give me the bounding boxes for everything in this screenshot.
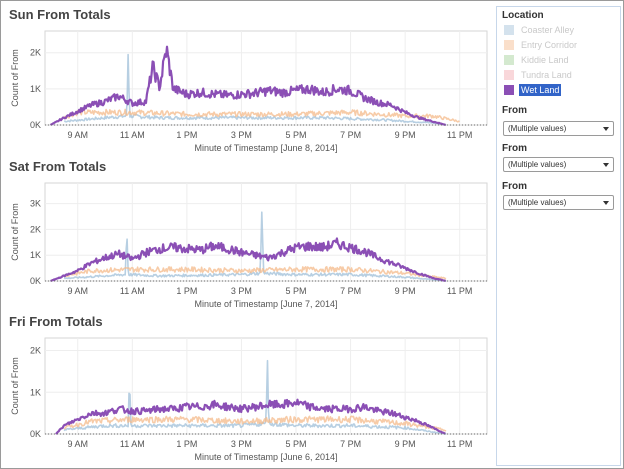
x-tick-label: 11 PM (447, 286, 472, 296)
y-axis-title: Count of From (10, 203, 20, 261)
y-axis-title: Count of From (10, 357, 20, 415)
chart-title: Sat From Totals (9, 159, 107, 174)
plot-area (44, 182, 488, 282)
x-axis-title: Minute of Timestamp [June 6, 2014] (194, 452, 337, 462)
y-tick-label: 2K (30, 346, 41, 356)
from-filter-dropdown-2[interactable]: (Multiple values) (503, 157, 614, 172)
legend-label: Wet Land (519, 84, 562, 96)
x-tick-label: 5 PM (286, 439, 307, 449)
y-axis-title: Count of From (10, 49, 20, 107)
legend-panel: Location Coaster Alley Entry Corridor Ki… (496, 6, 621, 466)
series-line-coaster-alley (63, 211, 447, 282)
sat-line-chart[interactable]: 0K 1K 2K 3K 9 AM 11 AM 1 PM 3 PM 5 PM 7 PM 9 PM 11 … (7, 179, 491, 313)
legend-swatch (504, 55, 514, 65)
y-tick-label: 0K (30, 429, 41, 439)
legend-label: Kiddie Land (521, 55, 569, 65)
chevron-down-icon (603, 127, 609, 131)
x-tick-label: 3 PM (231, 130, 252, 140)
legend-item-entry-corridor[interactable]: Entry Corridor (502, 39, 612, 52)
x-tick-label: 11 PM (447, 439, 472, 449)
from-filter-dropdown-3[interactable]: (Multiple values) (503, 195, 614, 210)
x-tick-label: 9 PM (395, 130, 416, 140)
x-tick-label: 1 PM (176, 130, 197, 140)
y-tick-label: 1K (30, 250, 41, 260)
series-line-wet-land (50, 237, 447, 283)
filter-value: (Multiple values) (508, 160, 567, 169)
y-tick-label: 1K (30, 84, 41, 94)
legend-label: Entry Corridor (521, 40, 578, 50)
x-tick-label: 3 PM (231, 286, 252, 296)
x-tick-label: 3 PM (231, 439, 252, 449)
x-tick-label: 9 AM (67, 439, 88, 449)
series-line-coaster-alley (63, 359, 447, 435)
y-tick-label: 0K (30, 276, 41, 286)
x-tick-label: 7 PM (340, 130, 361, 140)
plot-area (44, 30, 488, 126)
x-tick-label: 11 AM (120, 286, 145, 296)
legend-title: Location (502, 10, 544, 21)
sun-chart-panel: Sun From Totals 0K 1K 2K 9 AM 11 AM 1 PM 3 PM 5… (7, 7, 491, 157)
chevron-down-icon (603, 201, 609, 205)
filter-title: From (502, 105, 527, 116)
sun-line-chart[interactable]: 0K 1K 2K 9 AM 11 AM 1 PM 3 PM 5 PM 7 PM 9 PM 11 PM… (7, 27, 491, 157)
x-tick-label: 1 PM (176, 286, 197, 296)
filter-title: From (502, 181, 527, 192)
x-axis-title: Minute of Timestamp [June 7, 2014] (194, 299, 337, 309)
chart-title: Sun From Totals (9, 7, 111, 22)
sat-chart-panel: Sat From Totals 0K 1K 2K 3K 9 AM 11 AM 1 PM 3 P… (7, 159, 491, 314)
x-tick-label: 11 PM (447, 130, 472, 140)
filter-value: (Multiple values) (508, 198, 567, 207)
fri-line-chart[interactable]: 0K 1K 2K 9 AM 11 AM 1 PM 3 PM 5 PM 7 PM 9 PM 11 PM… (7, 334, 491, 466)
legend-label: Coaster Alley (521, 25, 575, 35)
legend-swatch (504, 85, 514, 95)
legend-item-coaster-alley[interactable]: Coaster Alley (502, 24, 612, 37)
legend-item-kiddie-land[interactable]: Kiddie Land (502, 54, 612, 67)
fri-chart-panel: Fri From Totals 0K 1K 2K 9 AM 11 AM 1 PM 3 PM 5… (7, 314, 491, 464)
series-line-wet-land (49, 45, 447, 126)
x-tick-label: 9 PM (395, 286, 416, 296)
legend-label: Tundra Land (521, 70, 572, 80)
chevron-down-icon (603, 163, 609, 167)
chart-title: Fri From Totals (9, 314, 103, 329)
x-axis-title: Minute of Timestamp [June 8, 2014] (194, 143, 337, 153)
y-tick-label: 2K (30, 224, 41, 234)
filter-title: From (502, 143, 527, 154)
series-line-entry-corridor (63, 415, 447, 432)
x-tick-label: 11 AM (120, 130, 145, 140)
x-tick-label: 1 PM (176, 439, 197, 449)
legend-swatch (504, 40, 514, 50)
x-tick-label: 9 PM (395, 439, 416, 449)
x-tick-label: 7 PM (340, 286, 361, 296)
y-tick-label: 1K (30, 387, 41, 397)
legend-swatch (504, 70, 514, 80)
x-tick-label: 7 PM (340, 439, 361, 449)
series-line-wet-land (55, 398, 446, 435)
x-tick-label: 9 AM (67, 130, 88, 140)
legend-item-wet-land[interactable]: Wet Land (502, 84, 612, 97)
x-tick-label: 5 PM (286, 286, 307, 296)
series-line-coaster-alley (63, 53, 447, 126)
y-tick-label: 0K (30, 120, 41, 130)
filter-value: (Multiple values) (508, 124, 567, 133)
from-filter-dropdown-1[interactable]: (Multiple values) (503, 121, 614, 136)
series-line-entry-corridor (63, 108, 460, 123)
x-tick-label: 9 AM (67, 286, 88, 296)
y-tick-label: 3K (30, 199, 41, 209)
legend-item-tundra-land[interactable]: Tundra Land (502, 69, 612, 82)
y-tick-label: 2K (30, 48, 41, 58)
x-tick-label: 5 PM (286, 130, 307, 140)
legend-swatch (504, 25, 514, 35)
x-tick-label: 11 AM (120, 439, 145, 449)
series-line-entry-corridor (63, 266, 447, 280)
